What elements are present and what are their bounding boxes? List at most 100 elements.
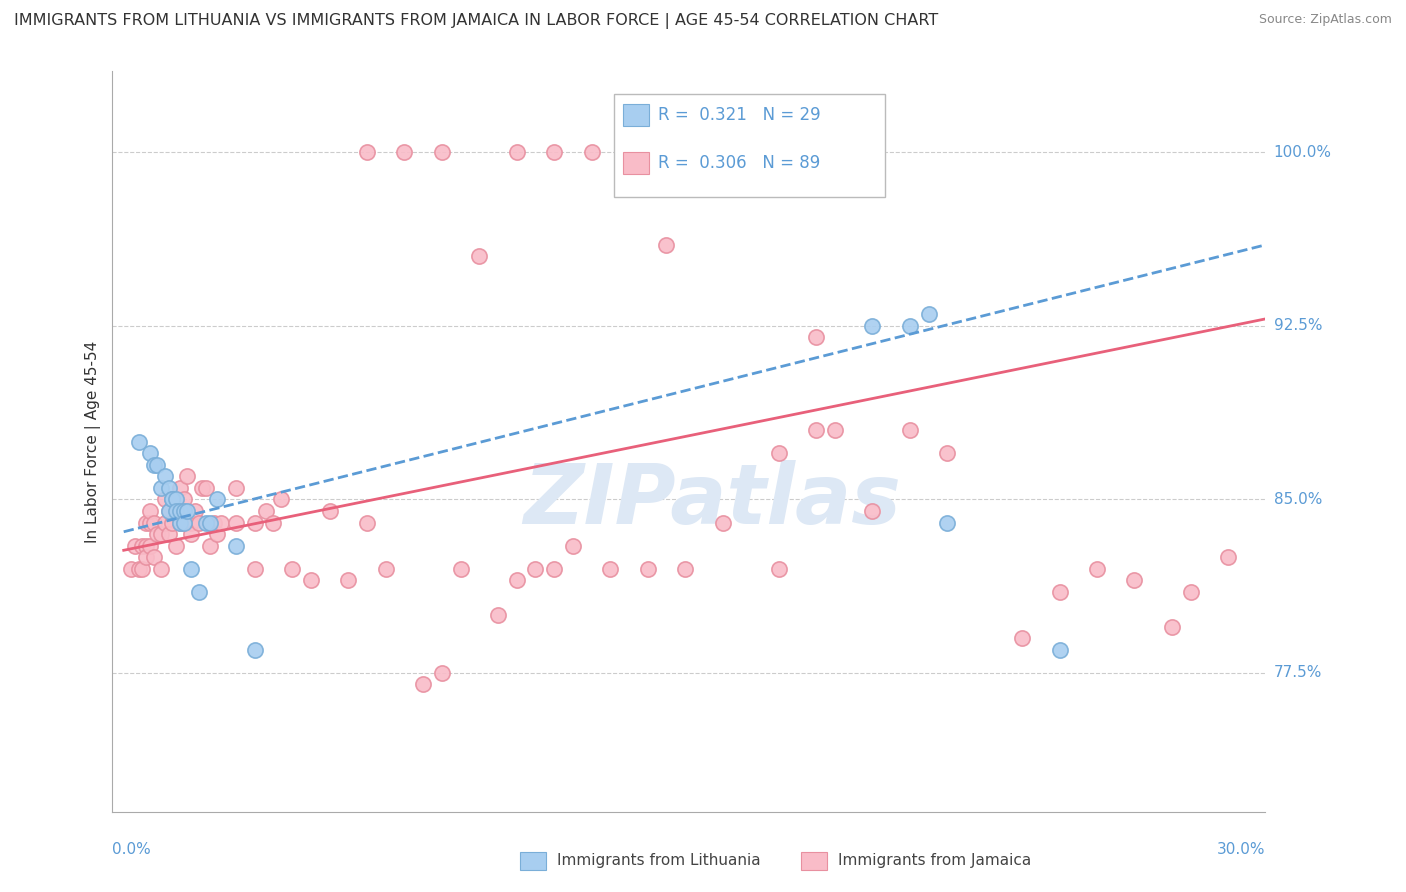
Point bbox=[142, 516, 165, 530]
Point bbox=[806, 423, 828, 437]
Point bbox=[412, 677, 434, 691]
Text: 92.5%: 92.5% bbox=[1274, 318, 1322, 334]
Point bbox=[180, 527, 202, 541]
Point bbox=[180, 516, 202, 530]
Point bbox=[318, 504, 340, 518]
Point bbox=[187, 585, 209, 599]
Point bbox=[860, 504, 883, 518]
Point bbox=[768, 562, 790, 576]
Point bbox=[581, 145, 603, 160]
Point bbox=[157, 504, 180, 518]
Point bbox=[768, 446, 790, 460]
Point bbox=[254, 504, 277, 518]
Point bbox=[270, 492, 292, 507]
Point bbox=[730, 145, 752, 160]
Point bbox=[198, 539, 221, 553]
Point bbox=[1085, 562, 1108, 576]
Point bbox=[617, 145, 640, 160]
Point bbox=[225, 539, 247, 553]
Text: 0.0%: 0.0% bbox=[112, 842, 152, 857]
Point bbox=[173, 516, 195, 530]
Point bbox=[207, 527, 229, 541]
Point bbox=[225, 516, 247, 530]
Point bbox=[139, 504, 162, 518]
Text: 30.0%: 30.0% bbox=[1218, 842, 1265, 857]
Point bbox=[165, 539, 187, 553]
Point bbox=[135, 516, 157, 530]
Point bbox=[173, 516, 195, 530]
Point bbox=[165, 504, 187, 518]
Point bbox=[187, 516, 209, 530]
Point bbox=[191, 481, 214, 495]
Point bbox=[165, 492, 187, 507]
Point bbox=[180, 562, 202, 576]
Bar bbox=[614, 94, 884, 197]
Bar bbox=[623, 104, 648, 126]
Point bbox=[1049, 642, 1071, 657]
Text: ZIPatlas: ZIPatlas bbox=[523, 460, 901, 541]
Text: IMMIGRANTS FROM LITHUANIA VS IMMIGRANTS FROM JAMAICA IN LABOR FORCE | AGE 45-54 : IMMIGRANTS FROM LITHUANIA VS IMMIGRANTS … bbox=[14, 13, 938, 29]
Point bbox=[693, 145, 716, 160]
Text: Immigrants from Lithuania: Immigrants from Lithuania bbox=[557, 854, 761, 868]
Text: 77.5%: 77.5% bbox=[1274, 665, 1322, 681]
Point bbox=[157, 527, 180, 541]
Point bbox=[146, 527, 169, 541]
Point bbox=[543, 145, 565, 160]
Point bbox=[486, 608, 509, 623]
Point bbox=[176, 504, 198, 518]
Point bbox=[169, 481, 191, 495]
Point bbox=[806, 330, 828, 344]
Point bbox=[356, 145, 378, 160]
Text: R =  0.306   N = 89: R = 0.306 N = 89 bbox=[658, 154, 820, 172]
Point bbox=[165, 492, 187, 507]
Text: Immigrants from Jamaica: Immigrants from Jamaica bbox=[838, 854, 1031, 868]
Point bbox=[1160, 619, 1182, 633]
Point bbox=[936, 516, 959, 530]
Point bbox=[824, 423, 846, 437]
Point bbox=[599, 562, 621, 576]
Point bbox=[176, 469, 198, 483]
Text: 85.0%: 85.0% bbox=[1274, 491, 1322, 507]
Point bbox=[128, 562, 150, 576]
Y-axis label: In Labor Force | Age 45-54: In Labor Force | Age 45-54 bbox=[86, 341, 101, 542]
Point bbox=[430, 145, 453, 160]
Text: R =  0.321   N = 29: R = 0.321 N = 29 bbox=[658, 106, 821, 124]
Point bbox=[195, 481, 218, 495]
Point bbox=[184, 504, 207, 518]
Point bbox=[1011, 631, 1033, 645]
Point bbox=[524, 562, 547, 576]
Point bbox=[128, 434, 150, 449]
Point bbox=[135, 539, 157, 553]
Point bbox=[209, 516, 232, 530]
Point bbox=[173, 492, 195, 507]
Point bbox=[356, 516, 378, 530]
Point bbox=[711, 516, 734, 530]
Point bbox=[299, 574, 322, 588]
Point bbox=[281, 562, 304, 576]
Point bbox=[1049, 585, 1071, 599]
Point bbox=[139, 446, 162, 460]
Point bbox=[1216, 550, 1239, 565]
Point bbox=[637, 562, 659, 576]
Text: 100.0%: 100.0% bbox=[1274, 145, 1331, 160]
Point bbox=[146, 458, 169, 472]
Point bbox=[157, 481, 180, 495]
Point bbox=[394, 145, 416, 160]
Point bbox=[936, 446, 959, 460]
Point bbox=[150, 562, 173, 576]
Point bbox=[162, 492, 184, 507]
Point bbox=[131, 562, 153, 576]
Point bbox=[430, 665, 453, 680]
Point bbox=[169, 516, 191, 530]
Point bbox=[162, 492, 184, 507]
Point bbox=[655, 238, 678, 252]
Point bbox=[543, 562, 565, 576]
Point bbox=[120, 562, 142, 576]
Point bbox=[150, 527, 173, 541]
Point bbox=[142, 550, 165, 565]
Point bbox=[374, 562, 396, 576]
Point bbox=[243, 642, 266, 657]
Point bbox=[153, 492, 176, 507]
Point bbox=[124, 539, 146, 553]
Point bbox=[337, 574, 360, 588]
